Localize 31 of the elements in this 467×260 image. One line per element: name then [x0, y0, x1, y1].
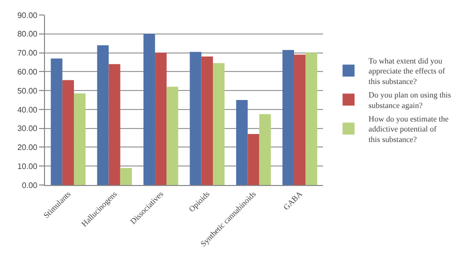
y-tick-label: 50.00 [17, 86, 38, 96]
bar [236, 100, 248, 185]
y-tick-label: 40.00 [17, 105, 38, 114]
bar [62, 80, 74, 185]
bar [201, 56, 213, 185]
legend-label: To what extent did you appreciate the effects of this substance? [368, 56, 446, 86]
y-tick-label: 10.00 [17, 162, 38, 171]
y-tick-label: 30.00 [17, 124, 38, 134]
y-tick-label: 20.00 [17, 143, 38, 152]
bar [74, 93, 86, 185]
bar [50, 58, 62, 185]
legend-label: Do you plan on using this substance again? [368, 90, 452, 110]
bar [143, 34, 156, 185]
bar [294, 54, 306, 185]
bar [259, 114, 271, 185]
bar [190, 52, 202, 185]
bar [120, 168, 132, 185]
bar [155, 52, 167, 185]
y-tick-label: 0.00 [22, 180, 38, 190]
bar [108, 64, 120, 185]
y-tick-label: 70.00 [17, 48, 38, 58]
bar [97, 45, 109, 185]
bar [306, 52, 318, 185]
bar [212, 63, 225, 185]
y-tick-label: 60.00 [17, 67, 38, 76]
bar [282, 50, 294, 185]
bar [248, 134, 260, 185]
bar [166, 86, 178, 185]
y-tick-label: 80.00 [17, 30, 38, 39]
y-tick-label: 90.00 [17, 10, 38, 20]
legend-label: How do you estimate the addictive potential of this substance? [368, 114, 449, 144]
